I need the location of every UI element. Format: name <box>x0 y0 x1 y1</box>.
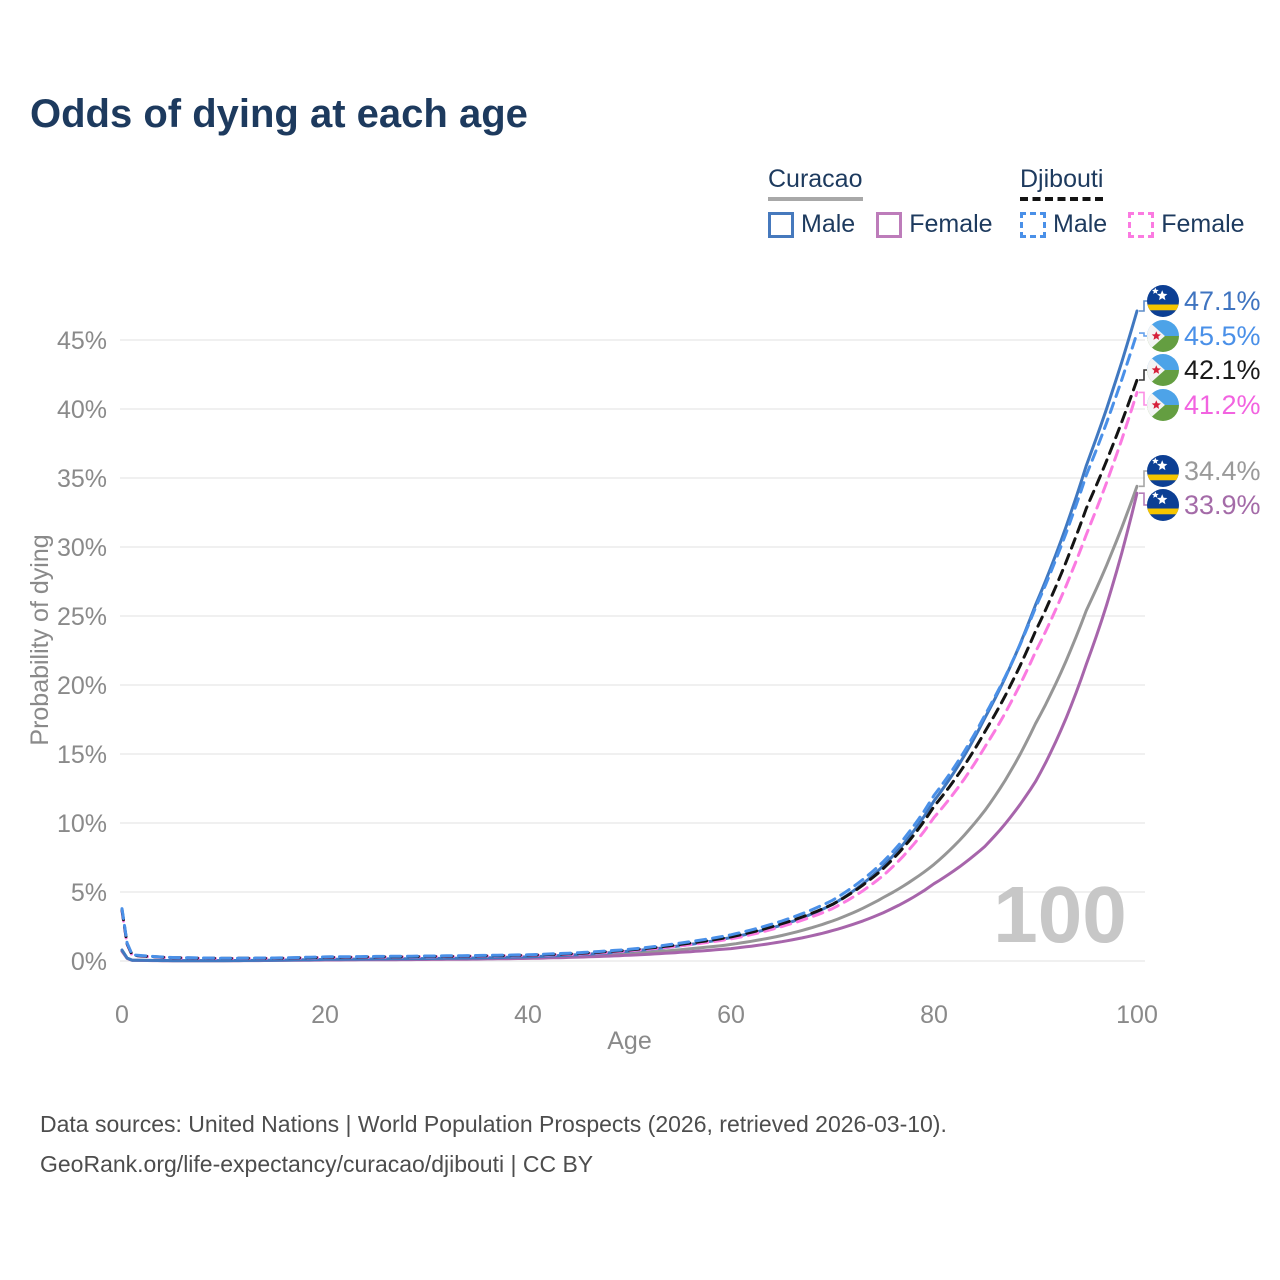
legend-country-curacao[interactable]: Curacao <box>768 166 863 201</box>
curacao-female-swatch <box>876 211 903 238</box>
flag-stripe <box>1147 474 1179 481</box>
legend-items-curacao: Male Female <box>768 210 1014 239</box>
footer-attribution: GeoRank.org/life-expectancy/curacao/djib… <box>40 1151 594 1177</box>
legend-item-curacao-female[interactable]: Female <box>876 210 993 239</box>
legend-group-djibouti: Djibouti Male Female <box>1020 166 1266 239</box>
djibouti-line-swatch <box>1020 197 1104 201</box>
x-axis-title: Age <box>607 1027 651 1055</box>
leader-line <box>1139 369 1148 381</box>
legend-group-curacao: Curacao Male Female <box>768 166 1014 239</box>
djibouti-flag-icon <box>1147 389 1179 421</box>
flag-star <box>1151 400 1161 409</box>
flag-star <box>1151 331 1161 340</box>
y-tick-label: 45% <box>57 327 107 355</box>
flag-stripe <box>1147 304 1179 311</box>
x-tick-label: 20 <box>311 1001 339 1029</box>
legend-item-djibouti-male[interactable]: Male <box>1020 210 1107 239</box>
y-tick-label: 30% <box>57 534 107 562</box>
legend-country-djibouti-label: Djibouti <box>1020 165 1104 193</box>
flag-field <box>1147 489 1179 521</box>
legend-item-label: Male <box>801 210 856 238</box>
legend-items-djibouti: Male Female <box>1020 210 1266 239</box>
flag-star-small <box>1151 287 1159 294</box>
series-line-curacao-both-sexes[interactable] <box>120 484 1139 963</box>
y-tick-label: 0% <box>71 948 107 976</box>
legend-item-label: Female <box>909 210 993 238</box>
flag-stripe <box>1147 508 1179 515</box>
flag-field <box>1147 285 1179 317</box>
x-tick-label: 100 <box>1116 1001 1158 1029</box>
legend-item-curacao-male[interactable]: Male <box>768 210 855 239</box>
curacao-flag-icon <box>1147 455 1179 487</box>
series-line-djibouti-both-sexes[interactable] <box>120 378 1139 960</box>
footer: Data sources: United Nations | World Pop… <box>40 1104 947 1184</box>
leader-line <box>1139 492 1148 506</box>
page-title: Odds of dying at each age <box>30 92 528 136</box>
y-tick-label: 25% <box>57 603 107 631</box>
curacao-line-swatch <box>768 197 863 201</box>
end-value-label: 45.5% <box>1184 321 1261 351</box>
djibouti-male-swatch <box>1020 211 1046 238</box>
footer-data-sources: Data sources: United Nations | World Pop… <box>40 1111 947 1137</box>
y-tick-label: 10% <box>57 810 107 838</box>
hover-age-watermark: 100 <box>993 870 1126 959</box>
leader-line <box>1139 470 1148 488</box>
x-tick-label: 0 <box>115 1001 129 1029</box>
legend: Curacao Male Female Djibouti Male Female <box>0 166 1280 246</box>
legend-country-curacao-label: Curacao <box>768 165 863 193</box>
curacao-flag-icon <box>1147 489 1179 521</box>
end-value-label: 47.1% <box>1184 286 1261 316</box>
x-tick-label: 80 <box>920 1001 948 1029</box>
end-value-label: 33.9% <box>1184 490 1261 520</box>
djibouti-flag-icon <box>1147 320 1179 352</box>
y-tick-label: 35% <box>57 465 107 493</box>
flag-star-large <box>1157 494 1168 505</box>
leader-line <box>1139 391 1148 406</box>
flag-field <box>1147 455 1179 487</box>
y-tick-label: 5% <box>71 879 107 907</box>
end-value-label: 41.2% <box>1184 390 1261 420</box>
flag-star-small <box>1151 457 1159 464</box>
djibouti-female-swatch <box>1128 211 1155 238</box>
flag-star <box>1151 365 1161 374</box>
curacao-flag-icon <box>1147 285 1179 317</box>
legend-item-djibouti-female[interactable]: Female <box>1128 210 1245 239</box>
series-line-djibouti-male[interactable] <box>120 331 1139 960</box>
legend-item-label: Male <box>1053 210 1108 238</box>
end-value-label: 42.1% <box>1184 355 1261 385</box>
legend-item-label: Female <box>1161 210 1245 238</box>
x-tick-label: 40 <box>514 1001 542 1029</box>
flag-star-large <box>1157 290 1168 301</box>
x-tick-label: 60 <box>717 1001 745 1029</box>
flag-star-small <box>1151 491 1159 498</box>
curacao-male-swatch <box>768 211 794 238</box>
leader-line <box>1139 300 1148 312</box>
y-tick-label: 40% <box>57 396 107 424</box>
y-tick-label: 20% <box>57 672 107 700</box>
y-axis-title: Probability of dying <box>26 534 54 745</box>
y-tick-label: 15% <box>57 741 107 769</box>
leader-line <box>1139 332 1148 337</box>
end-value-label: 34.4% <box>1184 456 1261 486</box>
djibouti-flag-icon <box>1147 354 1179 386</box>
legend-country-djibouti[interactable]: Djibouti <box>1020 165 1104 201</box>
flag-star-large <box>1157 460 1168 471</box>
series-line-curacao-female[interactable] <box>120 491 1139 963</box>
